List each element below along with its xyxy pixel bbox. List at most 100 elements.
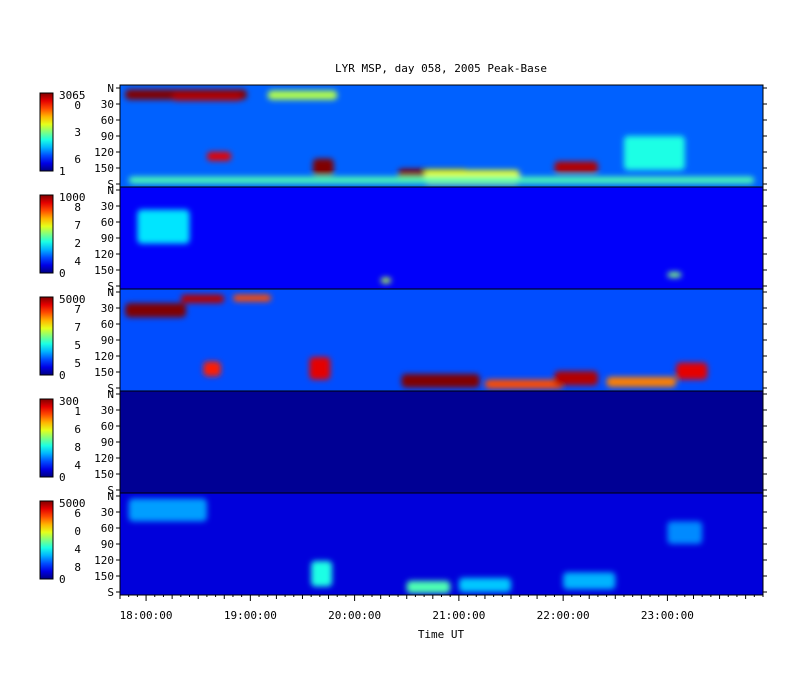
y-tick-label: 150 xyxy=(94,366,114,379)
panel-background xyxy=(120,187,763,289)
x-tick-label: 21:00:00 xyxy=(432,609,485,622)
y-tick-label: 150 xyxy=(94,468,114,481)
y-tick-label: 90 xyxy=(101,232,114,245)
colorbar-min-label: 0 xyxy=(59,471,66,484)
y-tick-label: 150 xyxy=(94,264,114,277)
intensity-region xyxy=(484,379,564,389)
intensity-region xyxy=(676,362,708,380)
colorbar-digit-label: 8 xyxy=(74,441,81,454)
colorbar-max-label: 5000 xyxy=(59,497,86,510)
intensity-region xyxy=(312,158,334,176)
colorbar-max-label: 300 xyxy=(59,395,79,408)
x-tick-label: 22:00:00 xyxy=(537,609,590,622)
intensity-region xyxy=(128,176,755,184)
colorbar-digit-label: 7 xyxy=(74,219,81,232)
colorbar-digit-label: 4 xyxy=(74,459,81,472)
colorbar-digit-label: 8 xyxy=(74,561,81,574)
x-axis-label: Time UT xyxy=(418,628,465,641)
intensity-region xyxy=(311,561,333,587)
intensity-region xyxy=(125,303,187,318)
y-tick-label: N xyxy=(107,184,114,197)
intensity-region xyxy=(406,580,451,594)
y-tick-label: 120 xyxy=(94,248,114,261)
intensity-region xyxy=(667,521,703,544)
y-tick-label: 30 xyxy=(101,302,114,315)
colorbar-max-label: 3065 xyxy=(59,89,86,102)
y-tick-label: 30 xyxy=(101,98,114,111)
colorbar xyxy=(39,296,54,376)
intensity-region xyxy=(128,498,207,522)
colorbar-min-label: 0 xyxy=(59,267,66,280)
x-tick-label: 18:00:00 xyxy=(120,609,173,622)
y-tick-label: 60 xyxy=(101,420,114,433)
intensity-region xyxy=(554,161,598,173)
colorbar-digit-label: 7 xyxy=(74,303,81,316)
colorbar-min-label: 0 xyxy=(59,369,66,382)
colorbar xyxy=(39,92,54,172)
colorbar xyxy=(39,500,54,580)
colorbar xyxy=(39,398,54,478)
x-tick-label: 19:00:00 xyxy=(224,609,277,622)
colorbar-digit-label: 7 xyxy=(74,321,81,334)
y-tick-label: N xyxy=(107,490,114,503)
panel-background xyxy=(120,391,763,493)
colorbar-max-label: 1000 xyxy=(59,191,86,204)
colorbar-digit-label: 0 xyxy=(74,525,81,538)
intensity-region xyxy=(667,272,682,278)
chart-title: LYR MSP, day 058, 2005 Peak-Base xyxy=(335,62,547,75)
colorbar-digit-label: 6 xyxy=(74,153,81,166)
intensity-region xyxy=(309,357,331,380)
y-tick-label: 150 xyxy=(94,162,114,175)
colorbar-digit-label: 8 xyxy=(74,201,81,214)
intensity-region xyxy=(554,371,598,386)
y-tick-label: 120 xyxy=(94,146,114,159)
panel-background xyxy=(120,493,763,595)
intensity-region xyxy=(458,578,512,593)
y-tick-label: 60 xyxy=(101,216,114,229)
colorbar-digit-label: 6 xyxy=(74,507,81,520)
colorbar xyxy=(39,194,54,274)
intensity-region xyxy=(606,376,677,388)
y-tick-label: 30 xyxy=(101,506,114,519)
colorbar-digit-label: 5 xyxy=(74,339,81,352)
panel-2: N 30 60 90 120 150 S 1000 0 8 7 2 4 xyxy=(39,184,767,293)
y-tick-label: 120 xyxy=(94,452,114,465)
y-tick-label: 60 xyxy=(101,114,114,127)
y-tick-label: N xyxy=(107,286,114,299)
y-tick-label: 60 xyxy=(101,522,114,535)
spectrogram-panels: N306090120150S30651036N306090120150S1000… xyxy=(39,82,767,599)
y-tick-label: 90 xyxy=(101,130,114,143)
intensity-region xyxy=(206,151,232,161)
colorbar-min-label: 1 xyxy=(59,165,66,178)
intensity-region xyxy=(623,136,685,170)
y-tick-label: S xyxy=(107,382,114,395)
y-tick-label: 60 xyxy=(101,318,114,331)
intensity-region xyxy=(267,90,338,100)
time-axis: 18:00:00 19:00:00 20:00:00 21:00:00 22:00:00… xyxy=(119,595,764,622)
y-tick-label: S xyxy=(107,280,114,293)
intensity-region xyxy=(401,374,480,388)
colorbar-digit-label: 4 xyxy=(74,255,81,268)
y-tick-label: 30 xyxy=(101,404,114,417)
intensity-region xyxy=(180,294,225,304)
colorbar-digit-label: 0 xyxy=(74,99,81,112)
y-tick-label: S xyxy=(107,586,114,599)
y-tick-label: N xyxy=(107,82,114,95)
y-tick-label: 30 xyxy=(101,200,114,213)
y-tick-label: 90 xyxy=(101,334,114,347)
colorbar-digit-label: 4 xyxy=(74,543,81,556)
intensity-region xyxy=(172,92,242,101)
y-tick-label: 150 xyxy=(94,570,114,583)
colorbar-digit-label: 5 xyxy=(74,357,81,370)
y-tick-label: S xyxy=(107,178,114,191)
panel-1: N 30 60 90 120 150 S 3065 1 0 3 6 xyxy=(39,82,767,191)
colorbar-digit-label: 1 xyxy=(74,405,81,418)
y-tick-label: N xyxy=(107,388,114,401)
y-tick-label: 120 xyxy=(94,554,114,567)
y-tick-label: 90 xyxy=(101,436,114,449)
intensity-region xyxy=(380,277,392,284)
intensity-region xyxy=(563,572,616,590)
intensity-region xyxy=(232,294,272,302)
x-tick-label: 23:00:00 xyxy=(641,609,694,622)
